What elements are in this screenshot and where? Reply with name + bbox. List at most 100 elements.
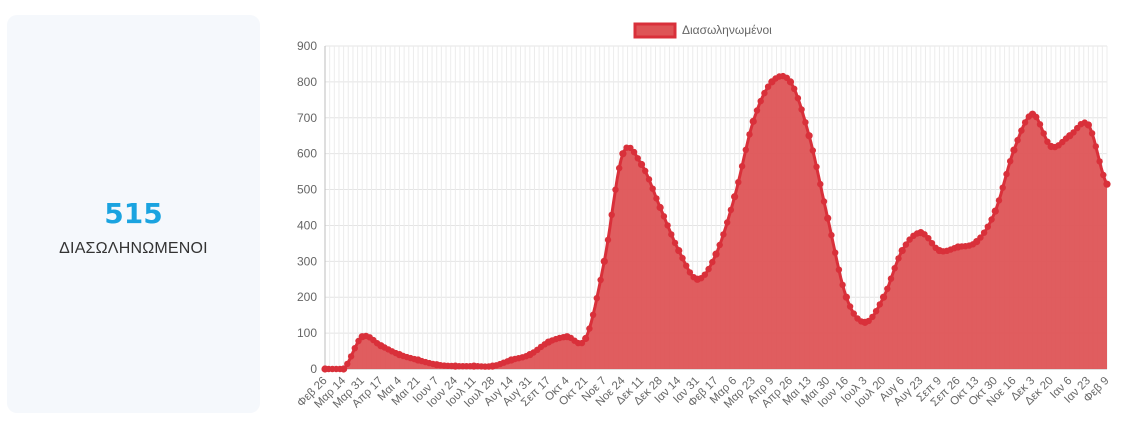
data-point — [488, 362, 497, 370]
data-point-marker — [720, 231, 727, 238]
data-point-marker — [999, 184, 1006, 191]
data-point-marker — [616, 164, 623, 172]
data-point-marker — [802, 119, 809, 126]
data-point-marker — [746, 131, 753, 138]
data-point-marker — [850, 310, 857, 317]
y-tick-label: 600 — [297, 147, 317, 161]
data-point — [675, 246, 683, 255]
legend: Διασωληνωμένοι — [633, 22, 772, 39]
data-point — [637, 160, 646, 169]
data-point-marker — [1096, 158, 1103, 165]
data-point-marker — [645, 176, 653, 183]
data-point-marker — [593, 295, 600, 302]
data-point-marker — [351, 345, 358, 352]
data-point-marker — [608, 211, 615, 218]
data-point-marker — [839, 281, 846, 289]
data-point — [824, 214, 832, 222]
data-point — [507, 356, 515, 364]
data-point-marker — [604, 236, 612, 244]
data-point-marker — [742, 146, 749, 153]
data-point-marker — [649, 185, 656, 192]
data-point-marker — [668, 231, 675, 238]
y-tick-label: 800 — [297, 75, 317, 89]
data-point-marker — [1088, 130, 1096, 137]
data-point — [731, 193, 739, 201]
data-point-marker — [1044, 138, 1051, 145]
data-point-marker — [791, 85, 798, 93]
data-point-marker — [1014, 137, 1021, 144]
data-point-marker — [653, 195, 660, 202]
data-point-marker — [895, 255, 902, 262]
data-point — [954, 243, 962, 251]
data-point — [842, 293, 850, 301]
data-point-marker — [884, 285, 891, 292]
data-point — [1047, 142, 1055, 151]
data-point — [1028, 110, 1037, 118]
data-point — [693, 275, 701, 283]
data-point — [619, 150, 627, 158]
data-point — [1103, 180, 1111, 188]
y-tick-label: 700 — [297, 111, 317, 125]
data-point — [991, 207, 999, 215]
data-point-marker — [612, 186, 619, 193]
data-point-marker — [679, 254, 686, 262]
data-point-marker — [876, 301, 883, 308]
data-point — [395, 351, 404, 359]
y-tick-labels: 0 100 200 300 400 500 600 700 800 900 — [297, 39, 317, 376]
data-point-marker — [724, 219, 731, 226]
data-point — [805, 132, 813, 140]
data-point — [1010, 146, 1018, 154]
data-point-marker — [586, 325, 593, 332]
data-point-marker — [872, 308, 880, 315]
data-point-marker — [869, 313, 876, 321]
data-point — [1084, 121, 1092, 129]
data-point — [656, 203, 664, 212]
data-point-marker — [984, 223, 991, 230]
data-point — [414, 356, 422, 364]
data-point — [600, 257, 608, 265]
y-tick-label: 400 — [297, 218, 317, 232]
data-point-marker — [701, 271, 708, 278]
data-point-marker — [813, 163, 820, 170]
y-tick-label: 300 — [297, 254, 317, 268]
data-point — [712, 250, 720, 258]
data-point — [358, 333, 366, 341]
data-point-marker — [757, 97, 764, 105]
data-point-marker — [683, 262, 690, 269]
data-point-marker — [828, 231, 835, 239]
data-point — [544, 338, 553, 346]
y-tick-label: 200 — [297, 290, 317, 304]
data-point-marker — [705, 265, 712, 273]
data-point — [451, 362, 459, 370]
data-point-marker — [820, 198, 828, 205]
y-tick-label: 100 — [297, 326, 317, 340]
data-point — [861, 318, 869, 326]
data-point-marker — [686, 269, 694, 276]
data-point-marker — [347, 353, 355, 360]
series-area-fill — [325, 76, 1107, 369]
data-point — [879, 293, 888, 301]
data-point — [582, 334, 590, 343]
legend-swatch — [633, 22, 677, 39]
data-point — [973, 237, 981, 246]
data-point — [768, 78, 776, 86]
data-point-marker — [891, 265, 898, 272]
data-point-marker — [597, 276, 604, 284]
data-point-marker — [887, 275, 895, 282]
data-point — [1066, 132, 1074, 140]
data-point-marker — [627, 144, 634, 152]
data-point-marker — [660, 213, 668, 220]
data-point — [563, 333, 571, 341]
data-point-marker — [1021, 119, 1029, 126]
data-point-marker — [1018, 127, 1025, 134]
data-point-marker — [817, 180, 824, 188]
data-point-marker — [835, 266, 843, 273]
data-point-marker — [902, 241, 910, 248]
data-point-marker — [988, 216, 995, 223]
data-point-marker — [630, 148, 638, 156]
data-point-marker — [928, 240, 936, 247]
data-point-marker — [642, 167, 649, 175]
data-point-marker — [753, 107, 761, 114]
